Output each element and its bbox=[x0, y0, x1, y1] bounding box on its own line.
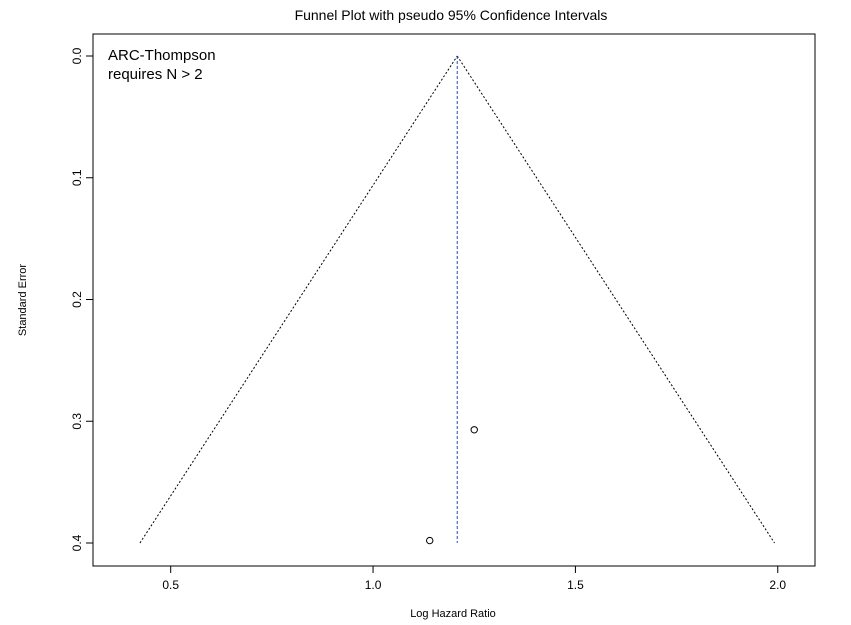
y-tick-label: 0.0 bbox=[70, 47, 84, 64]
plot-area bbox=[92, 33, 816, 567]
annotation-line-1: ARC-Thompson bbox=[108, 47, 216, 64]
y-tick-label: 0.4 bbox=[70, 534, 84, 551]
x-tick-label: 2.0 bbox=[769, 578, 786, 592]
x-axis: 0.5 1.0 1.5 2.0 bbox=[162, 566, 786, 592]
y-tick-label: 0.1 bbox=[70, 169, 84, 186]
y-axis-label: Standard Error bbox=[17, 264, 29, 336]
funnel-right-boundary bbox=[456, 55, 775, 544]
x-tick-label: 1.5 bbox=[567, 578, 584, 592]
annotation: ARC-Thompson requires N > 2 bbox=[108, 47, 216, 83]
annotation-line-2: requires N > 2 bbox=[108, 66, 203, 83]
y-tick-label: 0.2 bbox=[70, 291, 84, 308]
funnel-left-boundary bbox=[139, 55, 458, 544]
plot-frame bbox=[92, 33, 816, 567]
data-point bbox=[426, 536, 434, 545]
x-tick-label: 1.0 bbox=[365, 578, 382, 592]
y-axis: 0.0 0.1 0.2 0.3 0.4 bbox=[70, 47, 93, 551]
y-tick-label: 0.3 bbox=[70, 413, 84, 430]
funnel-layer bbox=[139, 55, 775, 544]
x-tick-label: 0.5 bbox=[162, 578, 179, 592]
data-point bbox=[470, 426, 478, 434]
data-points-layer bbox=[426, 426, 478, 545]
x-axis-label: Log Hazard Ratio bbox=[410, 608, 496, 620]
chart-title: Funnel Plot with pseudo 95% Confidence I… bbox=[295, 7, 608, 23]
